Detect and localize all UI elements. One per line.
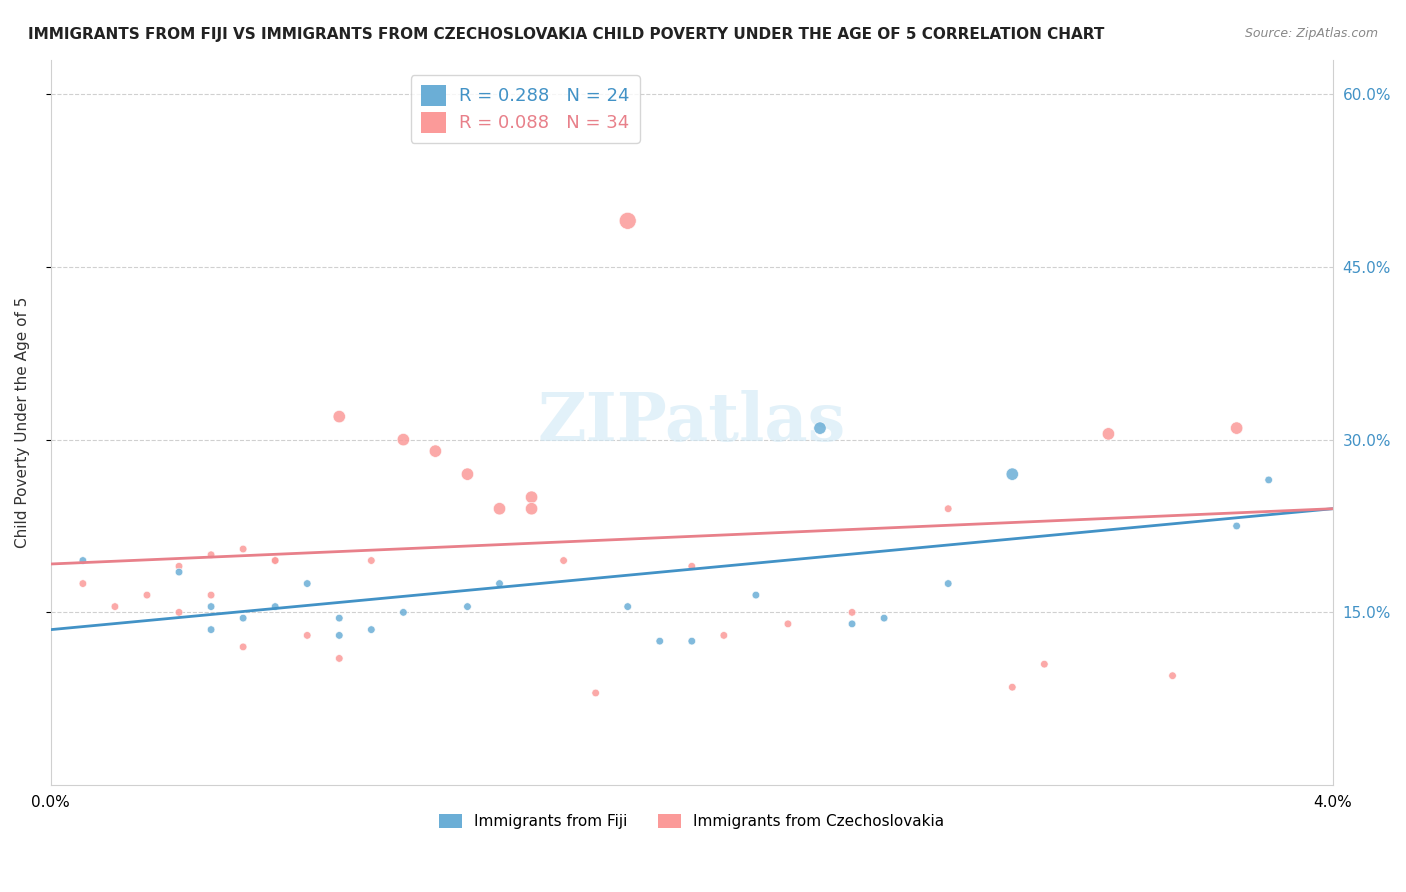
Point — [1161, 669, 1184, 683]
Point — [264, 599, 287, 614]
Point — [104, 599, 127, 614]
Point — [873, 611, 896, 625]
Point — [713, 628, 735, 642]
Point — [936, 501, 959, 516]
Point — [392, 433, 415, 447]
Point — [681, 634, 703, 648]
Point — [585, 686, 607, 700]
Point — [232, 611, 254, 625]
Point — [136, 588, 159, 602]
Point — [200, 548, 222, 562]
Point — [297, 628, 319, 642]
Text: Source: ZipAtlas.com: Source: ZipAtlas.com — [1244, 27, 1378, 40]
Point — [776, 616, 799, 631]
Point — [72, 553, 94, 567]
Point — [936, 576, 959, 591]
Point — [328, 628, 350, 642]
Point — [328, 409, 350, 424]
Point — [1001, 467, 1024, 482]
Point — [167, 559, 190, 574]
Point — [1226, 421, 1249, 435]
Point — [1097, 426, 1119, 441]
Point — [232, 640, 254, 654]
Legend: Immigrants from Fiji, Immigrants from Czechoslovakia: Immigrants from Fiji, Immigrants from Cz… — [433, 808, 950, 836]
Point — [392, 605, 415, 619]
Point — [808, 421, 831, 435]
Point — [200, 599, 222, 614]
Point — [297, 576, 319, 591]
Text: IMMIGRANTS FROM FIJI VS IMMIGRANTS FROM CZECHOSLOVAKIA CHILD POVERTY UNDER THE A: IMMIGRANTS FROM FIJI VS IMMIGRANTS FROM … — [28, 27, 1105, 42]
Point — [328, 651, 350, 665]
Point — [520, 501, 543, 516]
Point — [232, 541, 254, 556]
Point — [1257, 473, 1279, 487]
Point — [553, 553, 575, 567]
Point — [1001, 680, 1024, 694]
Point — [264, 553, 287, 567]
Point — [200, 623, 222, 637]
Point — [520, 490, 543, 504]
Point — [456, 599, 478, 614]
Point — [841, 616, 863, 631]
Point — [616, 599, 638, 614]
Point — [167, 605, 190, 619]
Point — [488, 501, 510, 516]
Point — [328, 611, 350, 625]
Point — [72, 576, 94, 591]
Point — [425, 444, 447, 458]
Text: ZIPatlas: ZIPatlas — [537, 390, 846, 455]
Point — [488, 576, 510, 591]
Point — [1226, 519, 1249, 533]
Point — [360, 553, 382, 567]
Point — [456, 467, 478, 482]
Point — [1033, 657, 1056, 672]
Y-axis label: Child Poverty Under the Age of 5: Child Poverty Under the Age of 5 — [15, 297, 30, 548]
Point — [616, 214, 638, 228]
Point — [681, 559, 703, 574]
Point — [648, 634, 671, 648]
Point — [264, 553, 287, 567]
Point — [841, 605, 863, 619]
Point — [200, 588, 222, 602]
Point — [360, 623, 382, 637]
Point — [167, 565, 190, 579]
Point — [745, 588, 768, 602]
